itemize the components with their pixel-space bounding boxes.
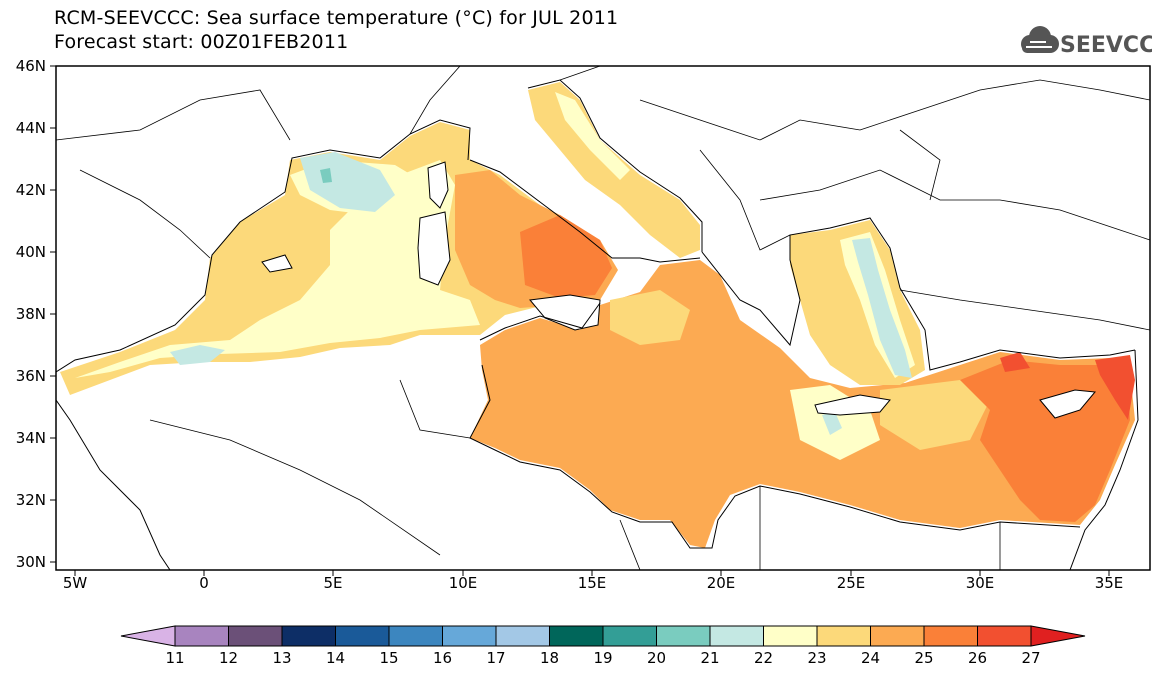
lat-label: 34N (15, 429, 46, 447)
mallorca (261, 254, 293, 273)
coastlines (56, 79, 1139, 570)
colorbar-swatch (923, 625, 978, 647)
lat-label: 44N (15, 119, 46, 137)
lon-label: 30E (965, 574, 995, 592)
sea-area-26 (1000, 352, 1135, 420)
colorbar-swatch (174, 625, 229, 647)
colorbar-level-label: 27 (1021, 649, 1041, 667)
colorbar-level-label: 20 (646, 649, 667, 667)
colorbar-swatch (335, 625, 390, 647)
colorbar-level-label: 19 (593, 649, 613, 667)
sicily (529, 294, 601, 331)
y-ticks (50, 65, 56, 563)
lon-label: 15E (577, 574, 607, 592)
lat-label: 30N (15, 553, 46, 571)
colorbar-level-label: 11 (165, 649, 185, 667)
colorbar-swatch (281, 625, 336, 647)
colorbar-swatch (602, 625, 657, 647)
colorbar-swatch (388, 625, 443, 647)
colorbar-level-label: 16 (432, 649, 453, 667)
colorbar-swatch (816, 625, 871, 647)
colorbar-level-label: 22 (753, 649, 774, 667)
islands (261, 161, 1096, 419)
crete (814, 394, 891, 416)
sea-area-20 (320, 168, 332, 183)
colorbar-swatch (763, 625, 818, 647)
lon-label: 0 (199, 574, 209, 592)
colorbar-swatch (870, 625, 925, 647)
colorbar-swatch (228, 625, 283, 647)
lon-label: 5W (62, 574, 88, 592)
corsica (427, 161, 449, 209)
colorbar-swatch (977, 625, 1032, 647)
colorbar-swatch (549, 625, 604, 647)
lon-label: 25E (836, 574, 866, 592)
lon-label: 5E (323, 574, 343, 592)
borders (56, 66, 1150, 570)
lat-label: 36N (15, 367, 46, 385)
colorbar-max-triangle (1030, 625, 1086, 647)
logo-text: SEEVCCC (1060, 33, 1152, 58)
map-frame (55, 65, 1151, 571)
seevccc-logo: SEEVCCC (1021, 26, 1152, 58)
colorbar-swatch (709, 625, 764, 647)
colorbar-level-label: 26 (967, 649, 988, 667)
x-ticks (74, 570, 1110, 576)
lat-label: 42N (15, 181, 46, 199)
sea-area-21 (170, 152, 912, 435)
lon-label: 35E (1094, 574, 1124, 592)
colorbar-level-label: 17 (486, 649, 506, 667)
colorbar (120, 625, 1086, 647)
colorbar-swatch (495, 625, 550, 647)
colorbar-swatch (442, 625, 497, 647)
colorbar-level-label: 15 (379, 649, 399, 667)
colorbar-level-label: 21 (700, 649, 720, 667)
colorbar-min-triangle (120, 625, 176, 647)
colorbar-level-label: 25 (914, 649, 934, 667)
colorbar-level-label: 23 (807, 649, 827, 667)
lon-label: 10E (448, 574, 478, 592)
colorbar-level-label: 18 (539, 649, 560, 667)
colorbar-level-label: 14 (325, 649, 346, 667)
colorbar-swatch (656, 625, 711, 647)
colorbar-level-label: 24 (860, 649, 881, 667)
lon-label: 20E (706, 574, 736, 592)
lat-label: 38N (15, 305, 46, 323)
colorbar-level-label: 12 (218, 649, 239, 667)
colorbar-level-label: 13 (272, 649, 292, 667)
lat-label: 46N (15, 57, 46, 75)
sardinia (417, 211, 451, 286)
chart-title: RCM-SEEVCCC: Sea surface temperature (°C… (54, 7, 619, 29)
forecast-start-subtitle: Forecast start: 00Z01FEB2011 (54, 31, 349, 53)
lat-label: 32N (15, 491, 46, 509)
cyprus (1039, 389, 1096, 419)
lat-label: 40N (15, 243, 46, 261)
